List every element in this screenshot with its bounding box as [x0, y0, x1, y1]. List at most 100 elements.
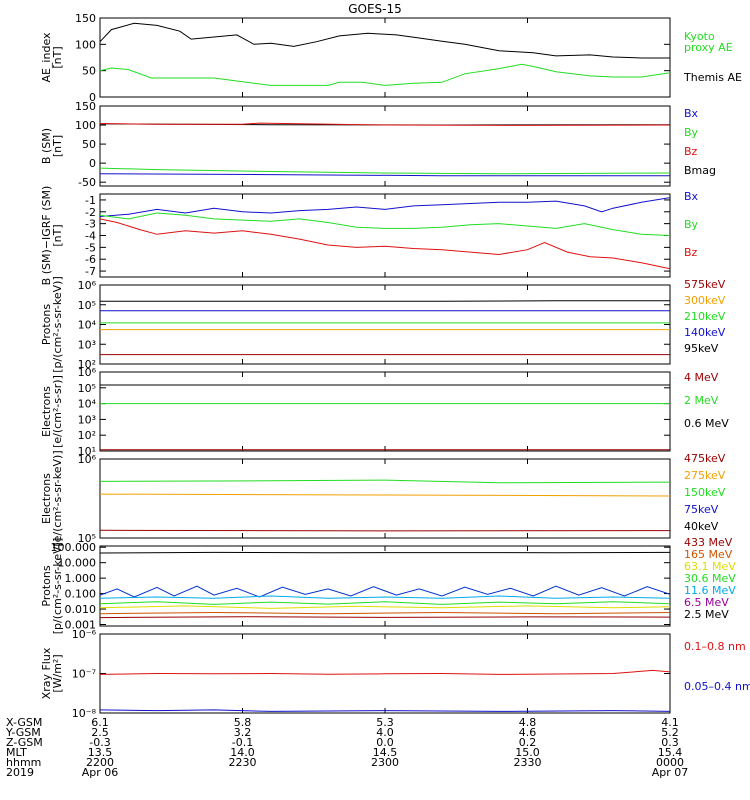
panel-frame — [99, 458, 671, 539]
series-line — [100, 122, 670, 126]
panel-frame — [99, 371, 671, 452]
legend-entry: 63.1 MeV — [684, 560, 736, 573]
legend-entry: 433 MeV — [684, 536, 733, 549]
series-line — [100, 197, 670, 217]
y-tick-label: 0.100 — [65, 588, 97, 601]
orbit-cell: 2300 — [371, 756, 399, 769]
legend-entry: 30.6 MeV — [684, 572, 736, 585]
y-axis-label: [p/(cm²-s-sr-keV)] — [51, 276, 64, 373]
legend-entry: 165 MeV — [684, 548, 733, 561]
series-line — [100, 529, 670, 532]
series-line — [100, 585, 670, 598]
y-axis-label: [nT] — [51, 224, 64, 246]
orbit-cell: 4.8 — [519, 716, 537, 729]
y-axis-label: AE_index — [40, 32, 53, 83]
series-line — [100, 173, 670, 177]
legend-entry: 2 MeV — [684, 394, 719, 407]
orbit-cell: 13.5 — [88, 746, 113, 759]
y-tick-label: 50 — [82, 138, 96, 151]
orbit-cell: 6.1 — [91, 716, 109, 729]
orbit-cell: Apr 06 — [82, 766, 119, 779]
y-tick-label: 10⁻⁶ — [72, 628, 97, 641]
legend-entry: 0.1–0.8 nm — [684, 640, 746, 653]
legend-entry: 210keV — [684, 310, 726, 323]
panel-4: 10² 10³ 10⁴ 10⁵ 10⁶ Protons[p/(cm²-s-sr-keV)]… — [40, 276, 726, 373]
panel-5: 10¹ 10² 10³ 10⁴ 10⁵ 10⁶ Electrons[e/(cm²-s-sr)… — [40, 366, 729, 458]
orbit-row-label: MLT — [6, 746, 27, 759]
y-tick-label: -2 — [85, 206, 96, 219]
y-tick-label: 10⁵ — [78, 299, 96, 312]
y-tick-label: 10⁴ — [78, 398, 97, 411]
y-tick-label: 10⁴ — [78, 319, 97, 332]
series-line — [100, 551, 670, 554]
series-line — [100, 300, 670, 302]
orbit-row-label: Z-GSM — [6, 736, 43, 749]
legend-entry: 575keV — [684, 278, 726, 291]
y-axis-label: Electrons — [40, 386, 53, 437]
y-tick-label: 10⁶ — [78, 279, 97, 292]
legend-entry: Themis AE — [683, 71, 742, 84]
orbit-row-label: Y-GSM — [5, 726, 41, 739]
series-line — [100, 611, 670, 615]
orbit-cell: 4.0 — [376, 726, 394, 739]
panel-6: 10⁵ 10⁶ Electrons[e/(cm²-s-sr-keV)] 475keV 2… — [40, 450, 726, 546]
panel-2: -50 0 50 100 150 B (SM)[nT] Bx By Bz Bmag — [40, 100, 716, 189]
series-line — [100, 479, 670, 484]
y-tick-label: 0.010 — [65, 603, 97, 616]
y-tick-label: -5 — [85, 241, 96, 254]
panel-3: -1-2-3-4-5-6-7 B (SM)−IGRF (SM)[nT] Bx By Bz — [40, 186, 699, 286]
y-tick-label: 150 — [75, 100, 96, 113]
y-tick-label: 10⁵ — [78, 382, 96, 395]
y-tick-label: -7 — [85, 265, 96, 278]
legend-entry: 95keV — [684, 342, 719, 355]
orbit-cell: 14.0 — [230, 746, 255, 759]
legend-entry: 140keV — [684, 326, 726, 339]
series-line — [100, 605, 670, 609]
panel-frame — [99, 284, 671, 365]
y-tick-label: 10⁶ — [78, 366, 97, 379]
y-axis-label: [e/(cm²-s-sr-keV)] — [51, 450, 64, 546]
series-line — [100, 218, 670, 270]
orbit-cell: 0.0 — [376, 736, 394, 749]
orbit-cell: 5.3 — [376, 716, 394, 729]
y-tick-label: 10⁻⁷ — [72, 668, 96, 681]
series-line — [100, 669, 670, 675]
y-tick-label: 0 — [89, 157, 96, 170]
y-tick-label: 0.001 — [65, 619, 97, 632]
legend-entry: Bx — [684, 190, 699, 203]
legend-entry: 2.5 MeV — [684, 608, 729, 621]
orbit-cell: 5.8 — [234, 716, 252, 729]
plot-title: GOES-15 — [348, 2, 402, 16]
legend-entry: 475keV — [684, 452, 726, 465]
y-tick-label: 10⁵ — [78, 532, 96, 545]
y-tick-label: 10⁻⁸ — [72, 707, 97, 720]
y-axis-label: B (SM) — [40, 128, 53, 164]
y-axis-label: Xray Flux — [40, 647, 53, 699]
legend-entry: Bz — [684, 246, 698, 259]
y-tick-label: -6 — [85, 253, 96, 266]
series-line — [100, 63, 670, 86]
y-tick-label: 100.000 — [51, 541, 97, 554]
legend-entry: By — [684, 126, 699, 139]
series-line — [100, 212, 670, 236]
orbit-cell: 0000 — [656, 756, 684, 769]
orbit-cell: 5.2 — [661, 726, 679, 739]
orbit-row-label: 2019 — [6, 766, 34, 779]
orbit-cell: -0.1 — [232, 736, 253, 749]
series-line — [100, 601, 670, 605]
y-tick-label: 10² — [78, 358, 96, 371]
panel-frame — [99, 193, 671, 278]
y-axis-label: Electrons — [40, 473, 53, 524]
legend-entry: 40keV — [684, 520, 719, 533]
y-tick-label: 150 — [75, 12, 96, 25]
series-line — [100, 22, 670, 59]
panel-7: 0.001 0.010 0.100 1.000 10.000 100.000 Protons… — [40, 536, 736, 634]
y-tick-label: 10² — [78, 429, 96, 442]
y-axis-label: B (SM)−IGRF (SM) — [40, 186, 53, 286]
legend-entry: Bmag — [684, 164, 716, 177]
panel-frame — [99, 545, 671, 627]
legend-entry: Kyoto — [684, 30, 715, 43]
y-tick-label: 10.000 — [58, 557, 97, 570]
y-axis-label: [p/(cm²-s-sr-keV)] — [51, 538, 64, 635]
